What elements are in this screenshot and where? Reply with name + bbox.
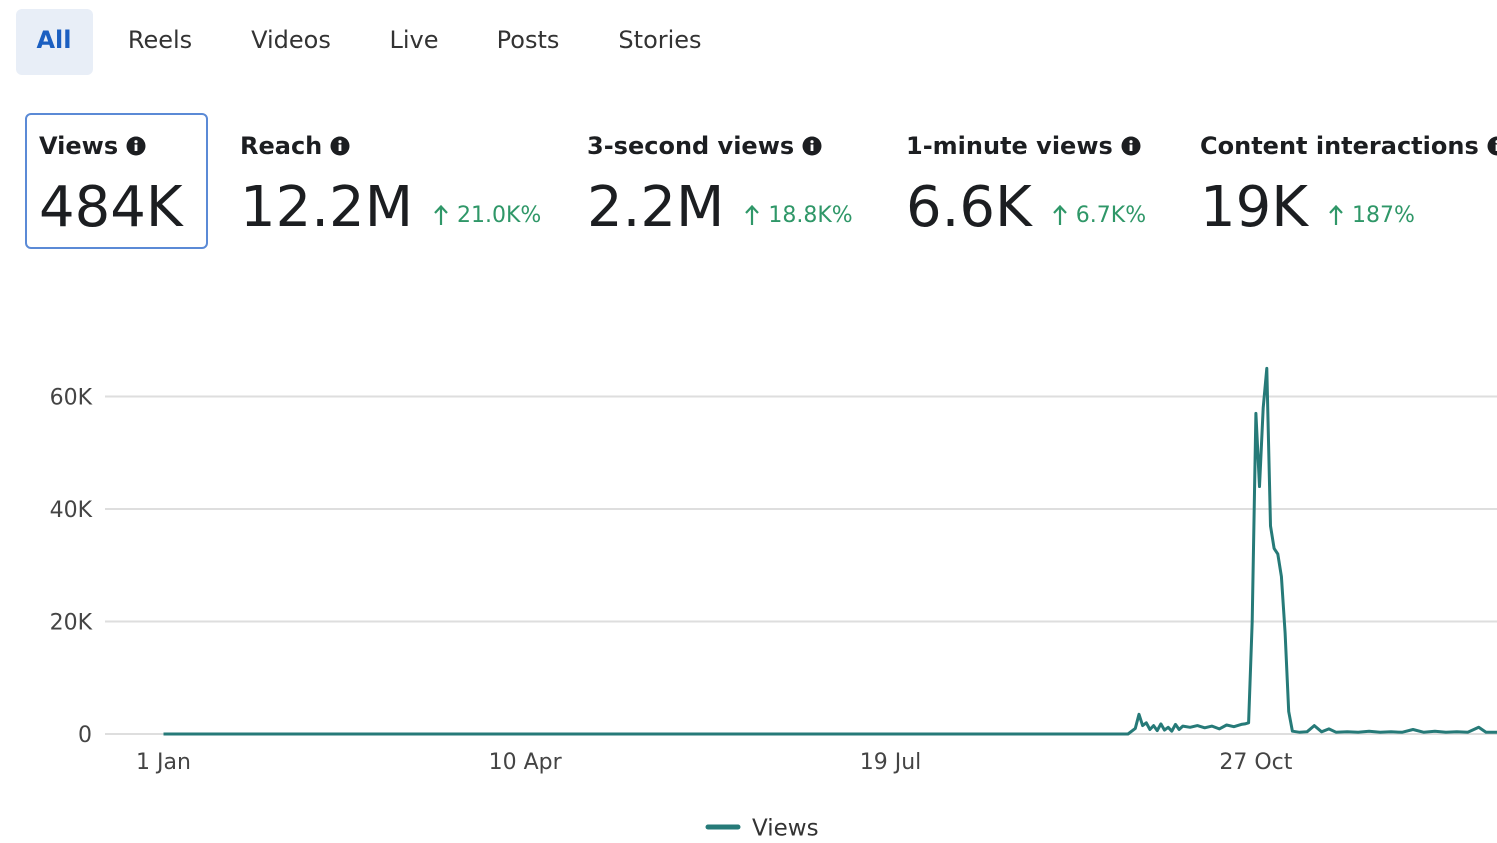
up-arrow-icon [1052,204,1067,225]
metric-change-text: 21.0K% [457,202,542,228]
tab[interactable]: Posts [496,26,560,54]
active-tab-background [16,9,93,75]
metric-card[interactable]: Views 484K [39,128,183,238]
tab[interactable]: Videos [251,26,331,54]
x-tick-label: 10 Apr [489,750,563,775]
metric-row: 2.2M 18.8K% [587,178,853,238]
line-series [163,366,1497,736]
metric-value: 19K [1200,175,1308,240]
info-icon[interactable] [802,136,822,156]
legend-label: Views [752,816,819,842]
metric-row: 19K 187% [1200,178,1497,238]
metric-value: 6.6K [906,175,1032,240]
metric-label: Content interactions [1200,132,1479,160]
metric-value: 12.2M [240,175,414,240]
up-arrow-icon [745,204,760,225]
info-icon[interactable] [126,136,146,156]
x-tick-label: 19 Jul [860,750,922,775]
tab[interactable]: Stories [618,26,702,54]
metric-change-text: 18.8K% [768,202,853,228]
y-tick-label: 40K [50,498,93,523]
metric-change: 18.8K% [744,202,853,228]
metric-label: 3-second views [587,132,795,160]
metric-change-text: 6.7K% [1075,202,1147,228]
metric-change-text: 187% [1351,202,1415,228]
metric-row: 6.6K 6.7K% [906,178,1146,238]
metric-row: 12.2M 21.0K% [240,178,541,238]
x-tick-label: 27 Oct [1219,750,1292,775]
info-icon[interactable] [1121,136,1141,156]
info-icon[interactable] [330,136,350,156]
x-tick-label: 1 Jan [136,750,191,775]
metric-change: 187% [1328,203,1415,228]
metric-card[interactable]: Reach 12.2M 21.0K% [240,128,541,238]
up-arrow-icon [434,204,448,225]
selected-card[interactable] [25,113,208,249]
metric-card[interactable]: 1-minute views 6.6K 6.7K% [906,128,1146,238]
metric-label-row: 1-minute views [906,128,1146,164]
metric-label-row: 3-second views [587,128,853,164]
y-tick-label: 0 [78,723,92,748]
metric-row: 484K [39,178,183,238]
metric-label-row: Reach [240,128,541,164]
metric-change: 6.7K% [1052,203,1146,228]
metric-label-row: Content interactions [1200,128,1497,164]
metric-card[interactable]: 3-second views 2.2M 18.8K% [587,128,853,238]
metric-label-row: Views [39,128,183,164]
metric-card[interactable]: Content interactions 19K 187% [1200,128,1497,238]
metric-label: Reach [240,132,323,160]
tab[interactable]: All [36,26,72,54]
metric-value: 2.2M [587,175,725,240]
tab[interactable]: Live [389,26,439,54]
up-arrow-icon [1329,204,1343,225]
metric-change: 21.0K% [433,203,541,228]
metric-value: 484K [39,175,183,240]
y-tick-label: 60K [50,386,93,411]
metric-label: 1-minute views [906,132,1113,160]
y-tick-label: 20K [50,611,93,636]
metric-label: Views [39,132,119,160]
tab[interactable]: Reels [127,26,193,54]
